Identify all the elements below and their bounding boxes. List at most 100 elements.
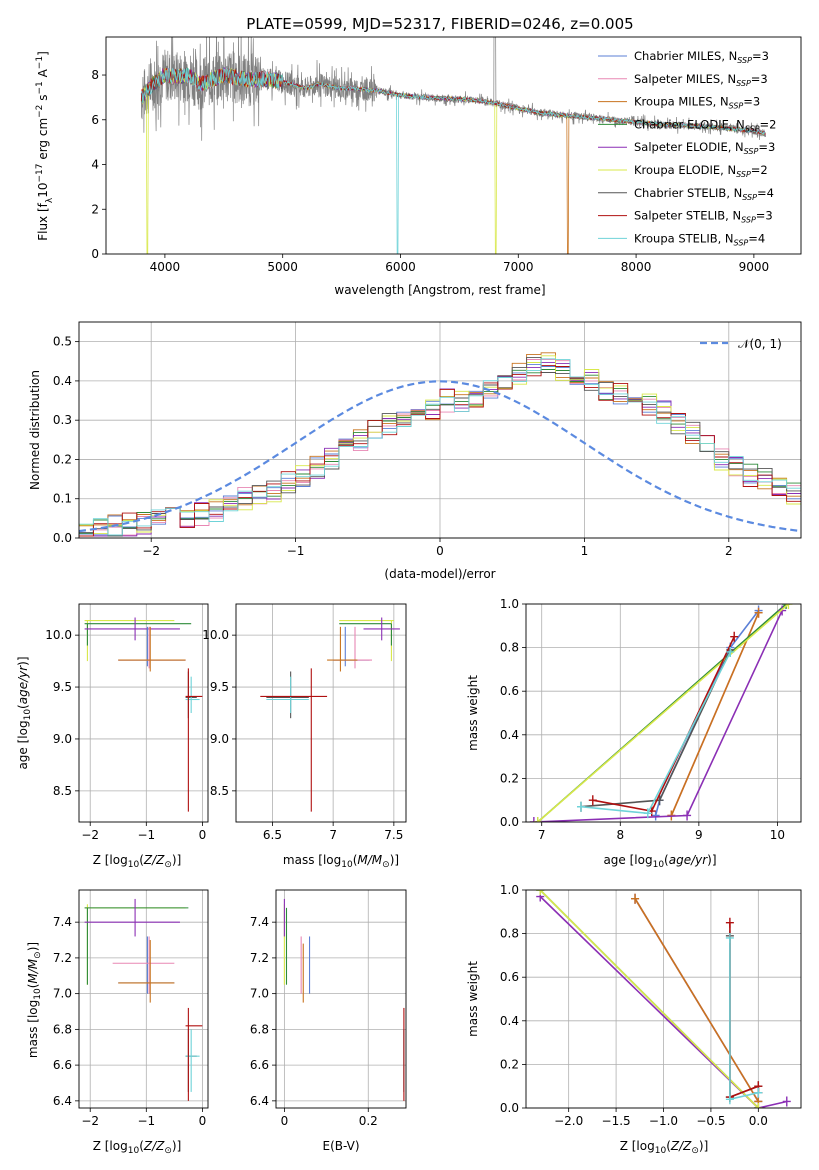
figure-title: PLATE=0599, MJD=52317, FIBERID=0246, z=0…: [246, 15, 633, 33]
y-tick-label: 9.5: [53, 680, 72, 694]
weight-series-line: [729, 938, 759, 1101]
y-tick-label: 9.0: [53, 732, 72, 746]
gridlines: [276, 890, 406, 1108]
y-tick-label: 7.4: [53, 915, 72, 929]
residual-histogram: [79, 352, 801, 527]
x-tick-label: 0: [281, 1114, 289, 1128]
x-tick-label: 7.5: [384, 828, 403, 842]
legend-entry: 𝒩(0, 1): [738, 337, 782, 351]
legend-entry: Chabrier STELIB, NSSP=4: [634, 186, 774, 202]
x-tick-label: 4000: [150, 260, 181, 274]
x-tick-label: 0: [199, 828, 207, 842]
weight-marker: [683, 810, 692, 821]
x-tick-label: 8: [616, 828, 624, 842]
y-tick-label: 6.4: [250, 1094, 269, 1108]
axes-border: [235, 603, 407, 823]
y-tick-label: 9.5: [210, 680, 229, 694]
y-tick-label: 0.5: [53, 335, 72, 349]
x-axis-label: mass [log10(M/M⊙)]: [283, 853, 399, 870]
x-tick-label: 7: [538, 828, 546, 842]
y-tick-label: 0.8: [500, 641, 519, 655]
x-tick-label: 5000: [267, 260, 298, 274]
axes-frame: −2 −1 0 1 2 0.0 0.1 0.2 0.3 0.4 0.5: [53, 321, 802, 558]
residual-histogram: [79, 362, 801, 537]
weight-marker: [782, 604, 791, 609]
y-tick-label: 0.4: [500, 1014, 519, 1028]
axes-frame: −2 −1 0 6.4 6.6 6.8 7.0 7.2 7.4: [53, 889, 209, 1128]
y-tick-label: 0.0: [53, 531, 72, 545]
x-tick-label: −0.5: [696, 1114, 725, 1128]
y-axis-label: age [log10(age/yr)]: [16, 656, 33, 769]
gridlines: [79, 322, 801, 539]
y-axis-label: mass weight: [466, 675, 480, 751]
weight-series-line: [670, 612, 760, 816]
legend-entry: Salpeter STELIB, NSSP=3: [634, 209, 773, 225]
x-tick-label: 2: [725, 544, 733, 558]
axes-border: [78, 889, 209, 1109]
y-tick-label: 6: [91, 113, 99, 127]
weight-marker: [726, 646, 735, 657]
y-axis-label: mass weight: [466, 961, 480, 1037]
weight-marker: [536, 890, 545, 895]
axes-border: [105, 36, 802, 255]
plot-area: [79, 352, 801, 537]
weight-series-line: [729, 935, 760, 1099]
y-tick-label: 10.0: [45, 628, 72, 642]
x-axis-label: E(B-V): [322, 1139, 359, 1153]
spectrum-panel: 4000 5000 6000 7000 8000 9000 0 2 4 6 8 wavelength …: [35, 36, 802, 297]
residual-histogram: [79, 358, 801, 536]
normal-reference-curve: [79, 380, 801, 533]
weight-marker: [725, 1094, 734, 1105]
weight-series-line: [729, 922, 760, 1099]
weight-marker: [754, 1087, 763, 1098]
legend-entry: Salpeter MILES, NSSP=3: [634, 72, 768, 88]
x-axis-label: (data-model)/error: [384, 567, 495, 581]
x-axis-label: age [log10(age/yr)]: [603, 853, 716, 870]
x-tick-label: 7: [329, 828, 337, 842]
x-tick-label: 9: [695, 828, 703, 842]
axes-border: [525, 603, 802, 823]
y-tick-label: 1.0: [500, 597, 519, 611]
x-tick-label: −1: [137, 828, 155, 842]
gridlines: [79, 604, 208, 822]
weight-marker: [730, 631, 739, 642]
y-tick-label: 7.0: [250, 987, 269, 1001]
weight-marker: [651, 810, 660, 821]
weight-marker: [754, 607, 763, 618]
y-tick-label: 0.8: [500, 927, 519, 941]
y-tick-label: 0.2: [500, 771, 519, 785]
y-tick-label: 1.0: [500, 883, 519, 897]
x-tick-label: 0: [199, 1114, 207, 1128]
y-tick-label: 0.2: [53, 452, 72, 466]
weight-marker: [725, 932, 734, 943]
weight-marker: [533, 817, 542, 822]
y-tick-label: 6.8: [53, 1022, 72, 1036]
x-tick-label: 1: [581, 544, 589, 558]
x-tick-label: −1.0: [649, 1114, 678, 1128]
legend-entry: Chabrier MILES, NSSP=3: [634, 49, 769, 65]
axes-border: [78, 603, 209, 823]
y-tick-label: 7.4: [250, 915, 269, 929]
weight-marker: [577, 801, 585, 812]
x-tick-label: −1: [137, 1114, 155, 1128]
x-axis-label: wavelength [Angstrom, rest frame]: [334, 283, 545, 297]
legend-entry: Salpeter ELODIE, NSSP=3: [634, 140, 775, 156]
plot-area: [283, 898, 405, 1101]
legend-entry: Kroupa ELODIE, NSSP=2: [634, 163, 768, 179]
y-tick-label: 0.4: [500, 728, 519, 742]
plot-area: [140, 37, 766, 254]
x-tick-label: 10: [770, 828, 785, 842]
weight-marker: [778, 605, 787, 616]
residual-histogram: [79, 355, 801, 535]
weight-series-line: [634, 898, 759, 1102]
y-tick-label: 6.6: [53, 1058, 72, 1072]
mass-vs-metallicity-panel: −2 −1 0 6.4 6.6 6.8 7.0 7.2 7.4 Z [log10(Z/Z⊙)] ma…: [26, 889, 209, 1156]
weight-marker: [643, 808, 652, 819]
axes-frame: 0 0.2 6.4 6.6 6.8 7.0 7.2 7.4: [250, 889, 407, 1128]
y-tick-label: 6.8: [250, 1022, 269, 1036]
axes-frame: −2.0 −1.5 −1.0 −0.5 0.0 0.0 0.2 0.4 0.6 0.8 1.0: [500, 883, 802, 1128]
weight-vs-metallicity-panel: −2.0 −1.5 −1.0 −0.5 0.0 0.0 0.2 0.4 0.6 0.8 1.0 Z […: [466, 883, 802, 1156]
x-tick-label: −1.5: [602, 1114, 631, 1128]
plot-area: [84, 898, 203, 1101]
